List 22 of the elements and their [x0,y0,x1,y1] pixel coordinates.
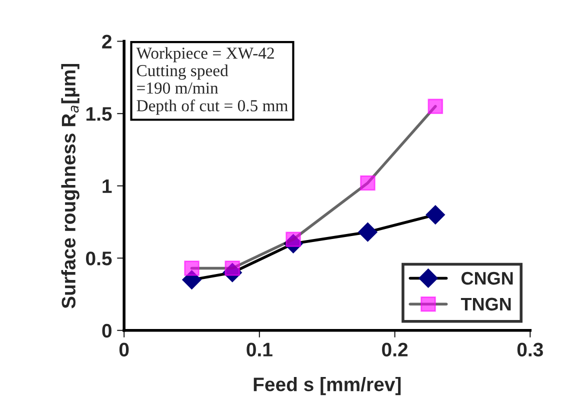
point [222,263,242,282]
y-tick-label: 1 [102,180,112,193]
x-tick-label: 0.3 [517,342,543,357]
point [360,175,376,191]
point [184,260,200,276]
point [182,270,202,290]
x-tick-label: 0 [119,342,129,356]
y-tick-label: 2 [102,34,112,48]
point [428,98,444,114]
x-axis-title: Feed s [mm/rev] [254,377,401,396]
x-tick-label: 0.1 [246,342,272,356]
annotation: Workpiece = XW-42 Cutting speed =190 m/min Depth of cut = 0.5 mm [136,47,288,115]
y-tick-label: 1.5 [86,107,112,121]
point [426,205,445,224]
y-tick-label: 0 [102,324,112,338]
x-tick-label: 0.2 [382,342,408,356]
point [358,222,378,242]
y-tick-label: 0.5 [86,252,112,266]
legend-label: CNGN [461,272,513,285]
point [284,234,303,254]
legend-label: TNGN [460,298,511,311]
y-axis-title: Surface roughness R$_{a}$[µm] [61,64,80,308]
